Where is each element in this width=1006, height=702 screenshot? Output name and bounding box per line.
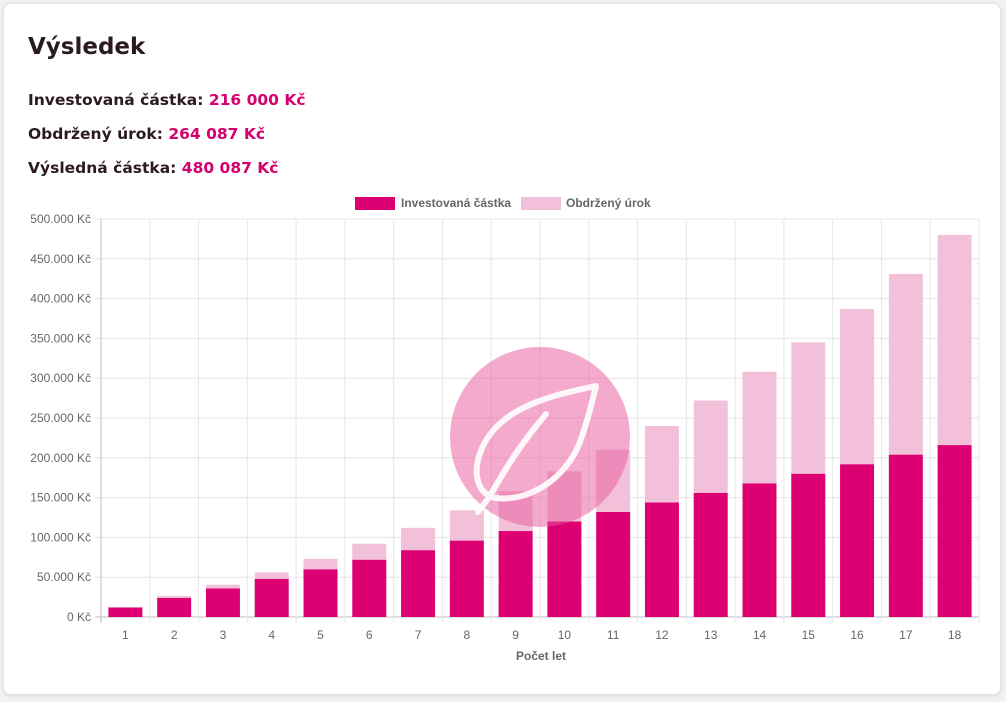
- bar-invested[interactable]: [644, 502, 679, 617]
- bar-invested[interactable]: [840, 464, 875, 617]
- bar-invested[interactable]: [254, 578, 289, 617]
- watermark-leaf: [473, 383, 599, 515]
- x-tick-label: 10: [558, 628, 572, 642]
- bar-interest[interactable]: [791, 342, 826, 474]
- bar-interest[interactable]: [840, 308, 875, 465]
- x-tick-label: 14: [753, 628, 767, 642]
- bar-invested[interactable]: [791, 473, 826, 617]
- x-tick-label: 16: [850, 628, 864, 642]
- x-tick-label: 12: [655, 628, 669, 642]
- invested-amount-line: Investovaná částka: 216 000 Kč: [28, 91, 306, 109]
- y-tick-label: 450.000 Kč: [30, 252, 91, 266]
- x-tick-label: 8: [463, 628, 470, 642]
- bar-invested[interactable]: [449, 540, 484, 617]
- legend-swatch-invested[interactable]: [355, 197, 395, 210]
- bar-interest[interactable]: [254, 572, 289, 579]
- x-tick-label: 13: [704, 628, 718, 642]
- bar-interest[interactable]: [449, 510, 484, 541]
- bar-interest[interactable]: [352, 543, 387, 560]
- bar-invested[interactable]: [303, 569, 338, 617]
- bar-invested[interactable]: [596, 511, 631, 617]
- x-tick-label: 5: [317, 628, 324, 642]
- x-tick-label: 4: [268, 628, 275, 642]
- x-tick-label: 3: [220, 628, 227, 642]
- x-tick-label: 11: [607, 628, 620, 642]
- interest-amount-value: 264 087 Kč: [168, 125, 266, 143]
- leaf-icon: [450, 347, 630, 527]
- y-tick-label: 200.000 Kč: [30, 451, 91, 465]
- bar-invested[interactable]: [401, 550, 436, 617]
- bar-interest[interactable]: [937, 234, 972, 446]
- x-axis-title: Počet let: [516, 649, 566, 663]
- bar-invested[interactable]: [498, 531, 533, 617]
- bar-invested[interactable]: [108, 607, 143, 617]
- x-tick-label: 6: [366, 628, 373, 642]
- bar-interest[interactable]: [205, 584, 240, 589]
- y-tick-label: 400.000 Kč: [30, 292, 91, 306]
- bar-invested[interactable]: [205, 588, 240, 617]
- x-tick-label: 9: [512, 628, 519, 642]
- watermark-circle: [450, 347, 630, 527]
- legend-swatch-interest[interactable]: [521, 197, 561, 210]
- y-tick-label: 100.000 Kč: [30, 530, 91, 544]
- bar-interest[interactable]: [303, 558, 338, 570]
- x-tick-label: 2: [171, 628, 178, 642]
- y-tick-label: 300.000 Kč: [30, 371, 91, 385]
- final-amount-value: 480 087 Kč: [181, 159, 279, 177]
- final-amount-line: Výsledná částka: 480 087 Kč: [28, 159, 279, 177]
- bar-invested[interactable]: [547, 521, 582, 617]
- bar-interest[interactable]: [742, 371, 777, 484]
- x-tick-label: 18: [948, 628, 962, 642]
- bar-interest[interactable]: [644, 425, 679, 503]
- bar-invested[interactable]: [937, 445, 972, 617]
- x-tick-label: 1: [122, 628, 129, 642]
- final-amount-label: Výsledná částka:: [28, 159, 177, 177]
- bar-invested[interactable]: [157, 597, 192, 617]
- x-tick-label: 15: [802, 628, 816, 642]
- interest-amount-label: Obdržený úrok:: [28, 125, 163, 143]
- bar-interest[interactable]: [401, 527, 436, 551]
- result-title: Výsledek: [28, 34, 146, 60]
- x-tick-label: 7: [415, 628, 422, 642]
- bar-invested[interactable]: [352, 559, 387, 617]
- chart-legend[interactable]: Investovaná částka Obdržený úrok: [355, 196, 651, 210]
- y-tick-label: 500.000 Kč: [30, 212, 91, 226]
- invested-amount-label: Investovaná částka:: [28, 91, 204, 109]
- legend-label-interest[interactable]: Obdržený úrok: [566, 196, 651, 210]
- bar-interest[interactable]: [888, 273, 923, 455]
- legend-label-invested[interactable]: Investovaná částka: [401, 196, 511, 210]
- bar-interest[interactable]: [157, 595, 192, 598]
- interest-amount-line: Obdržený úrok: 264 087 Kč: [28, 125, 265, 143]
- invested-amount-value: 216 000 Kč: [208, 91, 306, 109]
- y-tick-label: 50.000 Kč: [37, 570, 91, 584]
- bar-invested[interactable]: [742, 483, 777, 617]
- bar-invested[interactable]: [693, 492, 728, 617]
- chart-axes: 0 Kč 50.000 Kč 100.000 Kč 150.000 Kč 200.000…: [30, 212, 961, 642]
- x-tick-label: 17: [899, 628, 913, 642]
- y-tick-label: 350.000 Kč: [30, 331, 91, 345]
- bar-interest[interactable]: [693, 400, 728, 493]
- bar-invested[interactable]: [888, 454, 923, 617]
- y-tick-label: 150.000 Kč: [30, 491, 91, 505]
- y-tick-label: 0 Kč: [67, 610, 91, 624]
- y-tick-label: 250.000 Kč: [30, 411, 91, 425]
